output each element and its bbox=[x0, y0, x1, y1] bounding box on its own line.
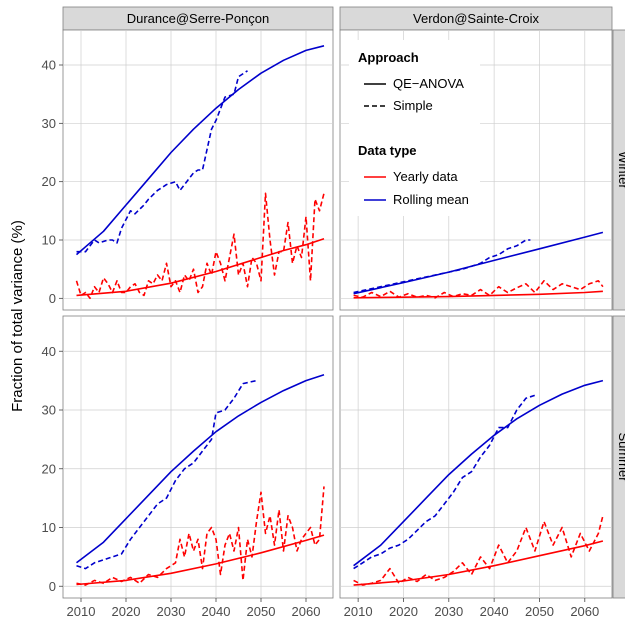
x-tick-label: 2040 bbox=[480, 604, 509, 619]
legend-approach-title: Approach bbox=[358, 50, 419, 65]
x-tick-label: 2020 bbox=[389, 604, 418, 619]
panel-background bbox=[62, 315, 334, 599]
x-tick-label: 2040 bbox=[202, 604, 231, 619]
legend-qe-anova-label: QE−ANOVA bbox=[393, 76, 464, 91]
series-line-qe-anova-rolling bbox=[353, 379, 604, 567]
panel-series-group bbox=[76, 374, 325, 586]
x-tick-label: 2060 bbox=[570, 604, 599, 619]
row-strip-summer-bg bbox=[612, 315, 625, 599]
series-line-simple-rolling bbox=[353, 239, 531, 294]
x-tick-label: 2060 bbox=[292, 604, 321, 619]
y-tick-label: 0 bbox=[49, 579, 56, 594]
legend-yearly-label: Yearly data bbox=[393, 169, 458, 184]
y-tick-label: 20 bbox=[42, 461, 56, 476]
series-line-simple-yearly bbox=[76, 486, 325, 586]
panel-series-group bbox=[353, 231, 604, 299]
y-tick-label: 30 bbox=[42, 116, 56, 131]
legend-rolling-label: Rolling mean bbox=[393, 192, 469, 207]
legend-simple-label: Simple bbox=[393, 98, 433, 113]
y-tick-label: 20 bbox=[42, 174, 56, 189]
y-tick-label: 30 bbox=[42, 403, 56, 418]
column-strip-verdon: Verdon@Sainte-Croix bbox=[339, 6, 613, 31]
x-tick-label: 2010 bbox=[344, 604, 373, 619]
y-tick-label: 0 bbox=[49, 291, 56, 306]
x-tick-label: 2030 bbox=[157, 604, 186, 619]
series-line-simple-rolling bbox=[76, 70, 248, 253]
y-tick-label: 10 bbox=[42, 520, 56, 535]
x-tick-label: 2010 bbox=[67, 604, 96, 619]
panels-layer bbox=[62, 29, 613, 599]
y-tick-label: 40 bbox=[42, 58, 56, 73]
y-tick-label: 10 bbox=[42, 233, 56, 248]
x-tick-label: 2030 bbox=[434, 604, 463, 619]
series-line-qe-anova-yearly bbox=[76, 534, 325, 586]
x-tick-label: 2020 bbox=[112, 604, 141, 619]
series-line-qe-anova-rolling bbox=[76, 374, 325, 564]
row-strip-winter-label: Winter bbox=[616, 151, 625, 189]
x-tick-label: 2050 bbox=[247, 604, 276, 619]
row-strip-winter: Winter bbox=[612, 29, 625, 311]
x-tick-label: 2050 bbox=[525, 604, 554, 619]
column-strip-durance-label: Durance@Serre-Ponçon bbox=[127, 11, 270, 26]
series-line-simple-rolling bbox=[353, 394, 536, 570]
column-strip-durance: Durance@Serre-Ponçon bbox=[62, 6, 334, 31]
legend: Approach QE−ANOVA Simple Data type Yearl… bbox=[349, 40, 480, 216]
legend-box bbox=[349, 40, 480, 216]
panel-series-group bbox=[75, 45, 325, 300]
y-axis-label: Fraction of total variance (%) bbox=[9, 220, 26, 412]
series-line-simple-yearly bbox=[353, 515, 604, 586]
y-tick-label: 40 bbox=[42, 344, 56, 359]
panel-series-group bbox=[353, 379, 604, 586]
panel-1-0 bbox=[62, 315, 334, 599]
series-line-qe-anova-yearly bbox=[353, 290, 603, 299]
series-line-simple-rolling bbox=[76, 379, 257, 570]
legend-datatype-title: Data type bbox=[358, 143, 417, 158]
row-strip-summer-label: Summer bbox=[616, 432, 625, 482]
series-line-qe-anova-yearly bbox=[76, 238, 325, 297]
series-line-qe-anova-rolling bbox=[75, 45, 325, 256]
row-strip-winter-bg bbox=[612, 29, 625, 311]
column-strip-verdon-label: Verdon@Sainte-Croix bbox=[413, 11, 539, 26]
series-line-simple-yearly bbox=[353, 279, 604, 299]
row-strip-summer: Summer bbox=[612, 315, 625, 599]
